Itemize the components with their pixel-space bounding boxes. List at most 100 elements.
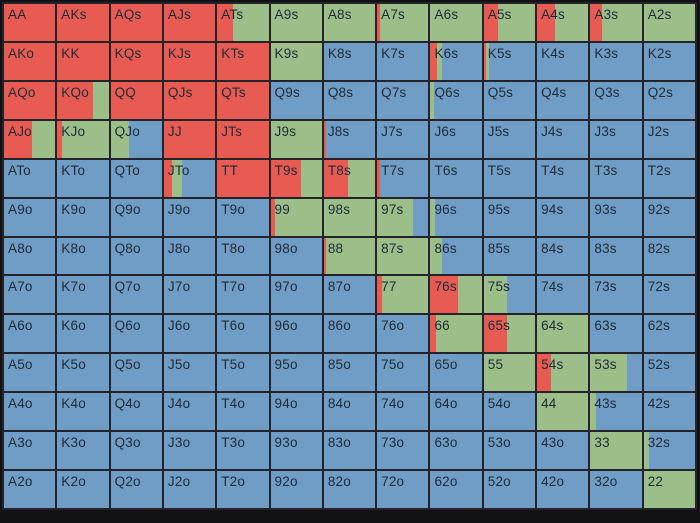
hand-cell[interactable]: 64o <box>430 393 482 431</box>
hand-cell[interactable]: J6o <box>163 315 216 353</box>
hand-cell[interactable]: 88 <box>323 237 376 275</box>
hand-cell[interactable]: K5s <box>483 42 536 80</box>
hand-cell[interactable]: Q5o <box>110 354 162 392</box>
hand-cell[interactable]: 54s <box>537 354 589 392</box>
hand-cell[interactable]: 43s <box>590 393 642 431</box>
hand-cell[interactable]: ATs <box>217 4 269 41</box>
hand-cell[interactable]: A3o <box>4 432 56 470</box>
hand-cell[interactable]: A9o <box>4 198 56 236</box>
hand-cell[interactable]: A4o <box>4 393 56 431</box>
hand-cell[interactable]: A7o <box>4 276 56 314</box>
hand-cell[interactable]: 63o <box>430 432 482 470</box>
hand-cell[interactable]: KJo <box>57 120 109 158</box>
hand-cell[interactable]: J8s <box>323 120 376 158</box>
hand-cell[interactable]: 96o <box>270 315 322 353</box>
hand-cell[interactable]: 65o <box>430 354 482 392</box>
hand-cell[interactable]: T4s <box>537 159 589 197</box>
hand-cell[interactable]: 83s <box>590 237 642 275</box>
hand-cell[interactable]: J8o <box>163 237 216 275</box>
hand-cell[interactable]: 93o <box>270 432 322 470</box>
hand-cell[interactable]: A8s <box>323 4 376 41</box>
hand-cell[interactable]: T6s <box>430 159 482 197</box>
hand-cell[interactable]: QJo <box>110 120 162 158</box>
hand-cell[interactable]: 74o <box>377 393 429 431</box>
hand-cell[interactable]: Q7o <box>110 276 162 314</box>
hand-cell[interactable]: AQo <box>4 81 56 119</box>
hand-cell[interactable]: 85o <box>323 354 376 392</box>
hand-cell[interactable]: J4o <box>163 393 216 431</box>
hand-cell[interactable]: 96s <box>430 198 482 236</box>
hand-cell[interactable]: 75o <box>377 354 429 392</box>
hand-cell[interactable]: 83o <box>323 432 376 470</box>
hand-cell[interactable]: 87s <box>377 237 429 275</box>
hand-cell[interactable]: 87o <box>323 276 376 314</box>
hand-cell[interactable]: 85s <box>483 237 536 275</box>
hand-cell[interactable]: 99 <box>270 198 322 236</box>
hand-cell[interactable]: Q2s <box>643 81 695 119</box>
hand-cell[interactable]: 66 <box>430 315 482 353</box>
hand-cell[interactable]: 84s <box>537 237 589 275</box>
hand-cell[interactable]: 76s <box>430 276 482 314</box>
hand-cell[interactable]: 42s <box>643 393 695 431</box>
hand-cell[interactable]: JJ <box>163 120 216 158</box>
hand-cell[interactable]: K9o <box>57 198 109 236</box>
hand-cell[interactable]: 42o <box>537 471 589 508</box>
hand-cell[interactable]: 92o <box>270 471 322 508</box>
hand-cell[interactable]: 84o <box>323 393 376 431</box>
hand-cell[interactable]: 62o <box>430 471 482 508</box>
hand-cell[interactable]: 97s <box>377 198 429 236</box>
hand-cell[interactable]: A4s <box>537 4 589 41</box>
hand-cell[interactable]: Q7s <box>377 81 429 119</box>
hand-cell[interactable]: Q9s <box>270 81 322 119</box>
hand-cell[interactable]: A3s <box>590 4 642 41</box>
hand-cell[interactable]: K4s <box>537 42 589 80</box>
hand-cell[interactable]: KQo <box>57 81 109 119</box>
hand-cell[interactable]: Q2o <box>110 471 162 508</box>
hand-cell[interactable]: Q5s <box>483 81 536 119</box>
hand-cell[interactable]: 86o <box>323 315 376 353</box>
hand-cell[interactable]: 22 <box>643 471 695 508</box>
hand-cell[interactable]: Q4s <box>537 81 589 119</box>
hand-cell[interactable]: K8o <box>57 237 109 275</box>
hand-cell[interactable]: AA <box>4 4 56 41</box>
hand-cell[interactable]: T7o <box>217 276 269 314</box>
hand-cell[interactable]: Q6o <box>110 315 162 353</box>
hand-cell[interactable]: J9s <box>270 120 322 158</box>
hand-cell[interactable]: AJo <box>4 120 56 158</box>
hand-cell[interactable]: T4o <box>217 393 269 431</box>
hand-cell[interactable]: A8o <box>4 237 56 275</box>
hand-cell[interactable]: T8o <box>217 237 269 275</box>
hand-cell[interactable]: 93s <box>590 198 642 236</box>
hand-cell[interactable]: 73s <box>590 276 642 314</box>
hand-cell[interactable]: K4o <box>57 393 109 431</box>
hand-cell[interactable]: 95o <box>270 354 322 392</box>
hand-cell[interactable]: J5s <box>483 120 536 158</box>
hand-cell[interactable]: Q8s <box>323 81 376 119</box>
hand-cell[interactable]: K6s <box>430 42 482 80</box>
hand-cell[interactable]: A2s <box>643 4 695 41</box>
hand-cell[interactable]: 86s <box>430 237 482 275</box>
hand-cell[interactable]: J4s <box>537 120 589 158</box>
hand-cell[interactable]: TT <box>217 159 269 197</box>
hand-cell[interactable]: A5o <box>4 354 56 392</box>
hand-cell[interactable]: J7o <box>163 276 216 314</box>
hand-cell[interactable]: 72s <box>643 276 695 314</box>
hand-cell[interactable]: K7o <box>57 276 109 314</box>
hand-cell[interactable]: 55 <box>483 354 536 392</box>
hand-cell[interactable]: J9o <box>163 198 216 236</box>
hand-cell[interactable]: K6o <box>57 315 109 353</box>
hand-cell[interactable]: 32s <box>643 432 695 470</box>
hand-cell[interactable]: QJs <box>163 81 216 119</box>
hand-cell[interactable]: Q4o <box>110 393 162 431</box>
hand-cell[interactable]: 53s <box>590 354 642 392</box>
hand-cell[interactable]: K9s <box>270 42 322 80</box>
hand-cell[interactable]: T2o <box>217 471 269 508</box>
hand-cell[interactable]: 94o <box>270 393 322 431</box>
hand-cell[interactable]: K3o <box>57 432 109 470</box>
hand-cell[interactable]: QQ <box>110 81 162 119</box>
hand-cell[interactable]: K5o <box>57 354 109 392</box>
hand-cell[interactable]: KTo <box>57 159 109 197</box>
hand-cell[interactable]: 32o <box>590 471 642 508</box>
hand-cell[interactable]: A7s <box>377 4 429 41</box>
hand-cell[interactable]: AQs <box>110 4 162 41</box>
